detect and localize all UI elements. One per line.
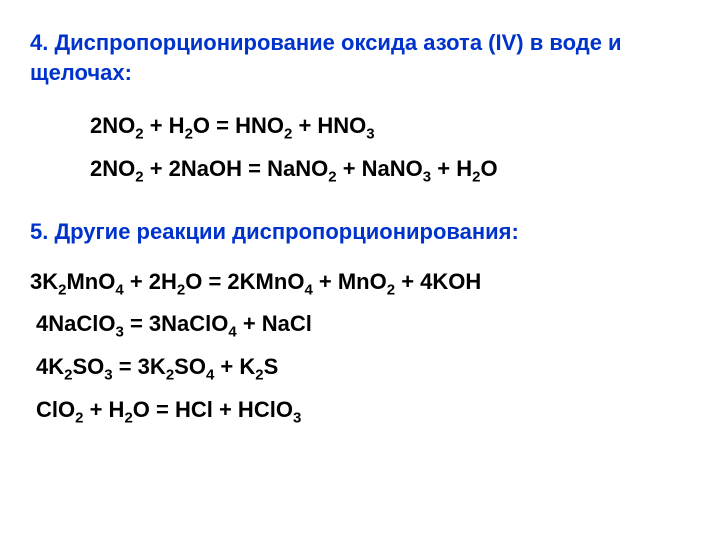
equation: 4K2SO3 = 3K2SO4 + K2S bbox=[36, 352, 690, 383]
page: 4. Диспропорционирование оксида азота (I… bbox=[0, 0, 720, 458]
equation: 3K2MnO4 + 2H2O = 2KMnO4 + MnO2 + 4KOH bbox=[30, 267, 690, 298]
section4-heading: 4. Диспропорционирование оксида азота (I… bbox=[30, 28, 690, 87]
equation: ClO2 + H2O = HCl + HClO3 bbox=[36, 395, 690, 426]
equation: 2NO2 + H2O = HNO2 + HNO3 bbox=[90, 111, 690, 142]
section5-heading: 5. Другие реакции диспропорционирования: bbox=[30, 217, 690, 247]
equation: 4NaClO3 = 3NaClO4 + NaCl bbox=[36, 309, 690, 340]
equation: 2NO2 + 2NaOH = NaNO2 + NaNO3 + H2O bbox=[90, 154, 690, 185]
